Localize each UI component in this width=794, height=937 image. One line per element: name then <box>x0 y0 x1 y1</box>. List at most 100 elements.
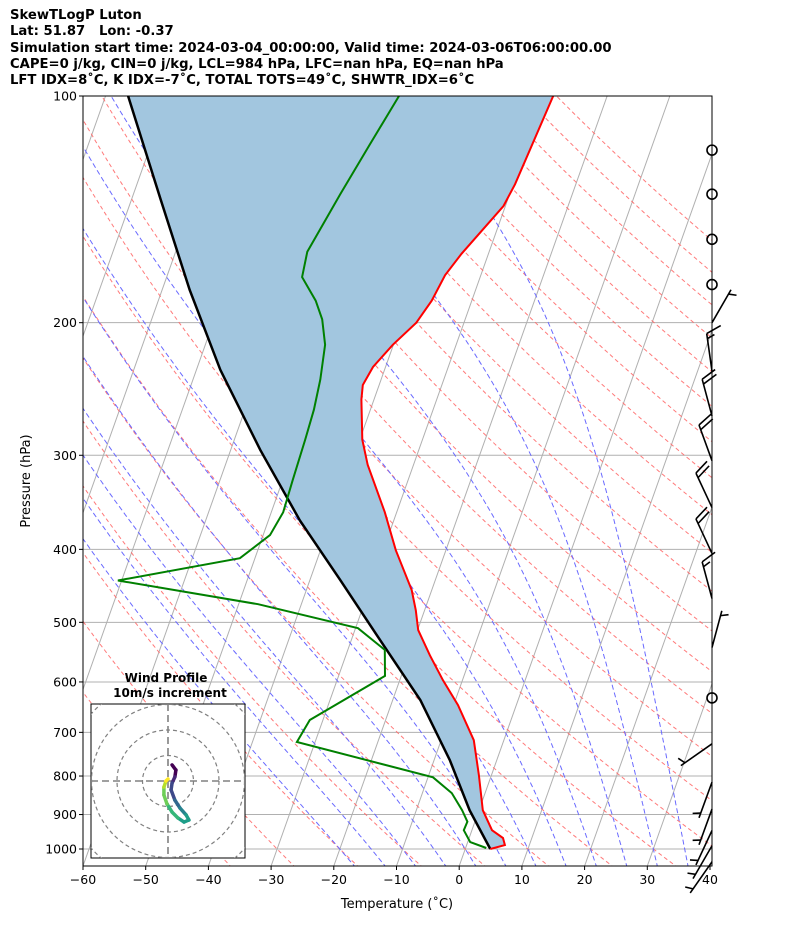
barb-feather <box>697 465 710 479</box>
y-tick-label: 200 <box>53 315 77 330</box>
moist-adiabat-line <box>183 96 628 866</box>
dry-adiabat-line <box>523 96 712 273</box>
x-tick-label: 0 <box>455 872 463 887</box>
barb-feather <box>728 293 737 297</box>
y-axis-label: Pressure (hPa) <box>19 434 34 527</box>
dry-adiabat-line <box>83 485 422 866</box>
barb-shaft <box>695 830 713 866</box>
parcel-shading <box>128 96 554 849</box>
barb-feather <box>685 886 694 890</box>
parcel-profile-line <box>126 96 492 850</box>
barb-feather <box>707 333 715 340</box>
y-tick-label: 1000 <box>45 842 77 857</box>
barb-shaft <box>701 379 713 417</box>
barb-shaft <box>711 289 732 324</box>
calm-wind-circle <box>706 278 718 291</box>
moist-adiabat-line <box>83 497 386 866</box>
dry-adiabat-line <box>490 96 712 306</box>
moist-adiabat-line <box>279 96 658 866</box>
dry-adiabat-line <box>83 176 712 847</box>
plot-frame <box>82 95 713 867</box>
barb-feather <box>701 551 716 563</box>
y-tick-label: 600 <box>53 674 77 689</box>
isotherm-line <box>458 152 712 866</box>
dry-adiabat-line <box>555 96 712 242</box>
barb-feather <box>695 460 708 474</box>
hodograph-title: Wind Profile <box>125 671 208 685</box>
x-tick-label: 20 <box>577 872 593 887</box>
barb-shaft <box>689 861 713 894</box>
wind-barb <box>692 808 713 846</box>
calm-wind-circle <box>706 188 718 200</box>
y-tick-label: 900 <box>53 807 77 822</box>
y-tick-label: 800 <box>53 769 77 784</box>
barb-shaft <box>680 743 713 767</box>
wind-barb <box>695 460 713 508</box>
moist-adiabat-line <box>83 454 417 866</box>
moist-adiabat-line <box>406 96 689 866</box>
barb-shaft <box>711 610 723 648</box>
dry-adiabat-line <box>83 420 486 866</box>
wind-barb <box>677 743 713 767</box>
isotherm-line <box>333 96 608 866</box>
barb-shaft <box>695 518 713 554</box>
wind-barb <box>701 551 716 599</box>
stability-indices: LFT IDX=8˚C, K IDX=-7˚C, TOTAL TOTS=49˚C… <box>10 73 475 89</box>
barb-feather <box>701 368 716 380</box>
isotherm-line <box>521 329 712 866</box>
barb-shaft <box>698 424 713 461</box>
dry-adiabat-line <box>231 96 712 592</box>
calm-wind-circle <box>706 692 718 704</box>
barb-feather <box>700 418 714 431</box>
location: Lat: 51.87 Lon: -0.37 <box>10 24 174 40</box>
wind-barb <box>698 413 714 461</box>
x-tick-label: −50 <box>133 872 159 887</box>
moist-adiabat-line <box>83 537 356 866</box>
cape-indices: CAPE=0 j/kg, CIN=0 j/kg, LCL=984 hPa, LF… <box>10 56 504 72</box>
y-tick-label: 700 <box>53 725 77 740</box>
isotherm-line <box>584 505 712 866</box>
barb-feather <box>695 506 708 520</box>
title: SkewTLogP Luton <box>10 8 142 23</box>
dry-adiabat-line <box>166 96 712 673</box>
y-tick-label: 300 <box>53 448 77 463</box>
y-tick-label: 100 <box>53 89 77 104</box>
hodograph-trace-segment <box>169 788 177 802</box>
isotherm-line <box>709 858 712 866</box>
isotherm-line <box>646 682 712 866</box>
barb-feather <box>706 324 722 335</box>
dry-adiabat-line <box>83 295 613 866</box>
dewpoint-line <box>117 96 487 849</box>
isotherm-line <box>270 96 545 866</box>
wind-barb <box>695 506 713 554</box>
wind-barb <box>711 610 729 648</box>
dry-adiabat-line <box>83 235 677 866</box>
calm-wind-circle <box>706 233 718 246</box>
x-tick-label: 30 <box>639 872 655 887</box>
barb-feather <box>677 757 686 764</box>
hodograph-trace-segment <box>164 777 170 783</box>
times: Simulation start time: 2024-03-04_00:00:… <box>10 40 612 56</box>
x-tick-label: −20 <box>321 872 347 887</box>
x-axis-label: Temperature (˚C) <box>340 896 453 912</box>
barb-feather <box>720 613 729 617</box>
dry-adiabat-line <box>361 96 712 443</box>
isotherm-line <box>83 96 169 338</box>
chart-header: SkewTLogP Luton Lat: 51.87 Lon: -0.37 Simu… <box>10 8 612 89</box>
dry-adiabat-line <box>263 96 712 554</box>
barb-feather <box>698 413 712 426</box>
x-tick-label: −10 <box>383 872 409 887</box>
x-tick-label: −40 <box>195 872 221 887</box>
wind-barb <box>689 830 713 866</box>
wind-barb <box>705 324 722 372</box>
wind-barb <box>685 861 713 894</box>
barb-shaft <box>701 561 713 599</box>
wind-barb <box>687 845 713 880</box>
wind-barb <box>692 781 713 819</box>
hodograph-subtitle: 10m/s increment <box>113 686 227 700</box>
moist-adiabat-line <box>83 145 567 866</box>
calm-wind-circle <box>706 144 718 156</box>
moist-adiabat-line <box>83 407 447 866</box>
hodograph-area <box>91 704 245 858</box>
dry-adiabat-line <box>83 357 550 866</box>
